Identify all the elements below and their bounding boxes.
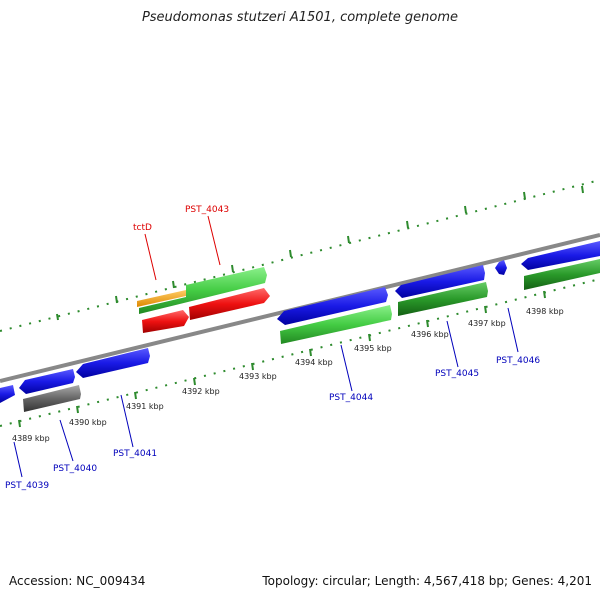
leader-pst4043: [207, 215, 221, 266]
gene-feature-pst4040[interactable]: [19, 369, 75, 394]
gene-feature-pst4044-cds[interactable]: [277, 287, 388, 325]
leader-pst4044: [340, 344, 353, 392]
scale-label-4395: 4395 kbp: [354, 344, 392, 353]
gene-label-tctD[interactable]: tctD: [133, 223, 152, 233]
gene-label-pst4039[interactable]: PST_4039: [5, 481, 49, 491]
gene-label-pst4046[interactable]: PST_4046: [496, 356, 540, 366]
scale-label-4390: 4390 kbp: [69, 418, 107, 427]
topology-text: Topology: circular; Length: 4,567,418 bp…: [262, 574, 592, 588]
leader-pst4041: [120, 394, 134, 448]
gene-feature-red-2[interactable]: [189, 288, 270, 320]
rna-feature-pst4043[interactable]: [139, 267, 267, 314]
gene-feature-red-1[interactable]: [142, 310, 189, 333]
leader-tctD: [144, 233, 157, 281]
gene-feature-pst4039[interactable]: [0, 385, 15, 403]
scale-label-4396: 4396 kbp: [411, 330, 449, 339]
scale-label-4392: 4392 kbp: [182, 387, 220, 396]
scale-label-4398: 4398 kbp: [526, 307, 564, 316]
gene-feature-pst4046[interactable]: [495, 260, 507, 275]
gene-label-pst4045[interactable]: PST_4045: [435, 369, 479, 379]
inner-major-ticks: [18, 290, 546, 428]
gene-label-pst4041[interactable]: PST_4041: [113, 449, 157, 459]
gene-label-pst4043[interactable]: PST_4043: [185, 205, 229, 215]
scale-label-4391: 4391 kbp: [126, 402, 164, 411]
scale-label-4389: 4389 kbp: [12, 434, 50, 443]
gene-feature-pst4044-rna[interactable]: [280, 305, 392, 344]
gene-feature-tctD[interactable]: [137, 290, 186, 307]
gene-feature-pst4041[interactable]: [76, 348, 150, 378]
leader-pst4040: [59, 419, 74, 462]
gene-feature-pst4045-rna[interactable]: [398, 282, 488, 316]
gene-feature-gray[interactable]: [23, 385, 81, 412]
genome-title: Pseudomonas stutzeri A1501, complete gen…: [141, 10, 459, 25]
scale-label-4397: 4397 kbp: [468, 319, 506, 328]
scale-label-4394: 4394 kbp: [295, 358, 333, 367]
gene-feature-right-rna[interactable]: [524, 259, 600, 290]
leader-pst4039: [13, 441, 23, 478]
gene-feature-right-cds[interactable]: [521, 241, 600, 270]
leader-pst4046: [507, 307, 519, 353]
outer-major-ticks: [56, 185, 584, 321]
accession-text: Accession: NC_009434: [9, 574, 146, 588]
gene-label-pst4044[interactable]: PST_4044: [329, 393, 373, 403]
inner-scale-track: [0, 278, 600, 427]
gene-feature-pst4045-cds[interactable]: [395, 265, 485, 298]
gene-label-pst4040[interactable]: PST_4040: [53, 464, 97, 474]
leader-pst4045: [446, 320, 459, 368]
scale-label-4393: 4393 kbp: [239, 372, 277, 381]
